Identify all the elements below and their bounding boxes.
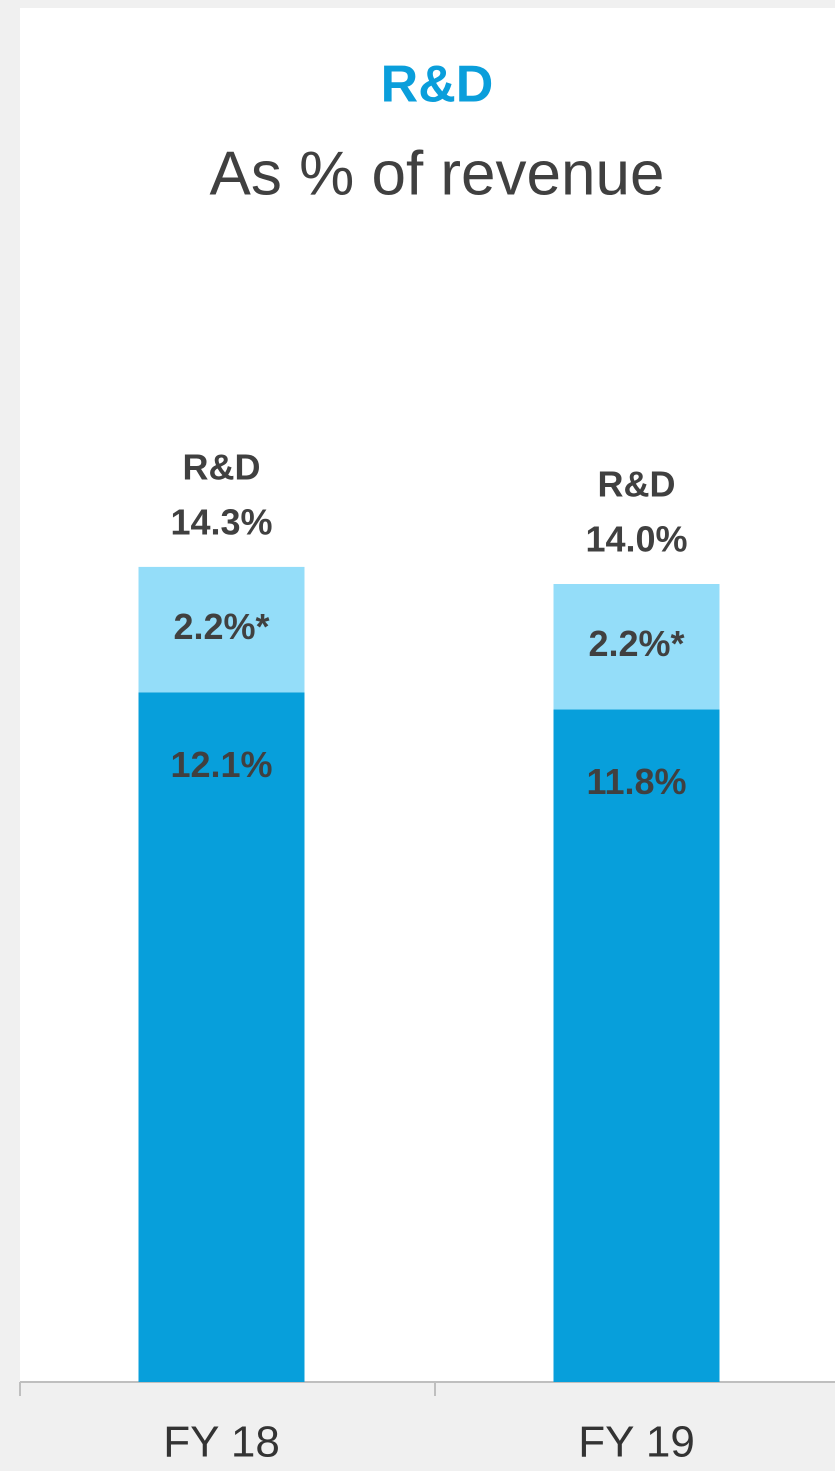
data-label: 2.2%* [173, 606, 269, 647]
bar-segment [553, 584, 720, 710]
data-label: 2.2%* [588, 623, 684, 664]
bar-segment [553, 709, 720, 1382]
chart-title: R&D [381, 56, 494, 114]
total-label: 14.0% [585, 519, 687, 560]
total-name: R&D [598, 464, 676, 505]
total-label: 14.3% [170, 501, 272, 542]
chart-subtitle: As % of revenue [210, 139, 665, 208]
data-label: 12.1% [170, 744, 272, 785]
x-tick-label: FY 19 [578, 1418, 695, 1467]
bar-segment [138, 566, 305, 693]
bar-segment [138, 692, 305, 1382]
x-tick-label: FY 18 [163, 1418, 280, 1467]
data-label: 11.8% [586, 761, 686, 802]
total-name: R&D [183, 446, 261, 487]
